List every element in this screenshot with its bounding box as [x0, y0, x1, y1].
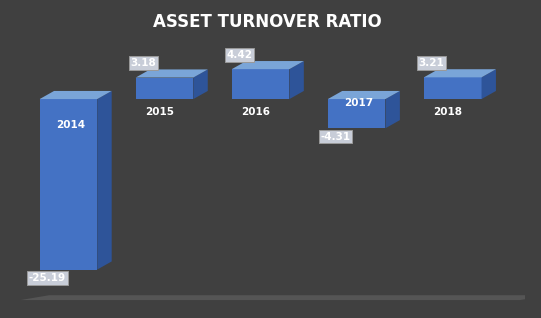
- Polygon shape: [97, 91, 111, 270]
- Text: -25.19: -25.19: [29, 273, 66, 283]
- Text: 2017: 2017: [344, 99, 373, 108]
- Text: 2014: 2014: [56, 120, 85, 130]
- Polygon shape: [21, 295, 541, 300]
- Polygon shape: [136, 78, 193, 99]
- Polygon shape: [481, 69, 496, 99]
- Polygon shape: [232, 69, 289, 99]
- Polygon shape: [424, 69, 496, 77]
- Polygon shape: [328, 91, 400, 99]
- Text: 3.18: 3.18: [130, 58, 156, 68]
- Polygon shape: [328, 99, 386, 128]
- Polygon shape: [136, 69, 208, 78]
- Text: -4.31: -4.31: [320, 132, 351, 142]
- Text: 2018: 2018: [433, 107, 463, 117]
- Polygon shape: [193, 69, 208, 99]
- Text: 3.21: 3.21: [419, 58, 445, 68]
- Text: 2016: 2016: [241, 107, 270, 117]
- Polygon shape: [289, 61, 304, 99]
- Text: 2015: 2015: [145, 107, 174, 117]
- Polygon shape: [424, 77, 481, 99]
- Polygon shape: [232, 61, 304, 69]
- Title: ASSET TURNOVER RATIO: ASSET TURNOVER RATIO: [154, 13, 382, 31]
- Text: 4.42: 4.42: [227, 50, 253, 60]
- Polygon shape: [386, 91, 400, 128]
- Polygon shape: [39, 91, 111, 99]
- Polygon shape: [39, 99, 97, 270]
